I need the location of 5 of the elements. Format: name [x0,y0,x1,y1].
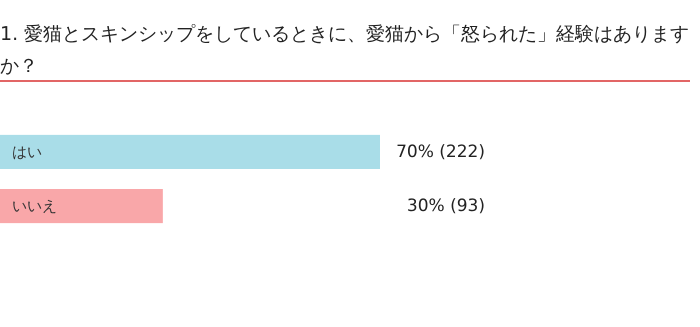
data-label: 70% (222) [396,142,485,162]
y-tick-label: いいえ [12,197,57,216]
data-label: 30% (93) [406,196,485,216]
y-tick-label: はい [12,142,42,161]
chart-title: 1. 愛猫とスキンシップをしているときに、愛猫から「怒られた」経験はありますか？ [0,22,690,79]
